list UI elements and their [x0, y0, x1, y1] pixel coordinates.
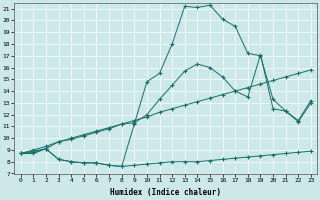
X-axis label: Humidex (Indice chaleur): Humidex (Indice chaleur) [110, 188, 221, 197]
